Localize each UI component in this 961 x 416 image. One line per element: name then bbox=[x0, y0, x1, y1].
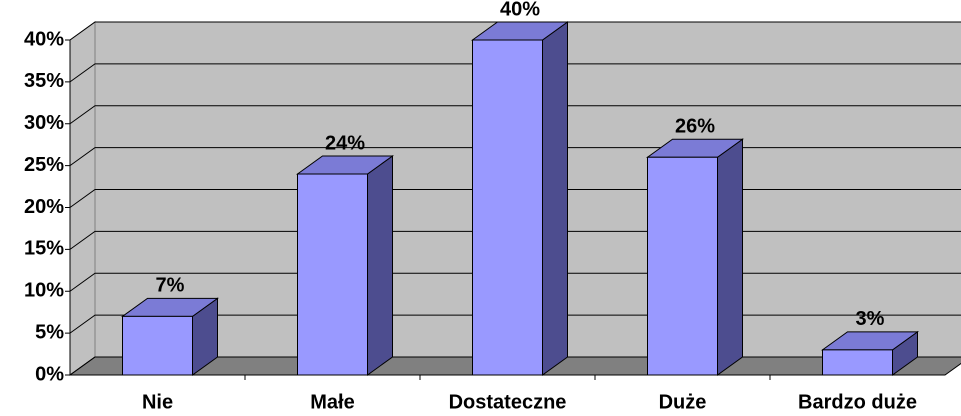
x-tick-label: Bardzo duże bbox=[798, 391, 917, 413]
data-label: 26% bbox=[675, 116, 715, 138]
bar bbox=[472, 39, 543, 376]
bar bbox=[297, 173, 368, 376]
y-tick-label: 25% bbox=[24, 154, 64, 176]
grid-line bbox=[69, 63, 961, 83]
grid-line bbox=[69, 21, 961, 41]
bar bbox=[122, 315, 193, 376]
x-tick-label: Nie bbox=[142, 391, 173, 413]
x-tick-label: Dostateczne bbox=[449, 391, 567, 413]
y-tick-label: 0% bbox=[35, 363, 64, 385]
bar-side bbox=[367, 155, 393, 376]
y-tick-label: 30% bbox=[24, 112, 64, 134]
data-label: 24% bbox=[325, 132, 365, 154]
bar bbox=[822, 349, 893, 376]
y-tick-label: 35% bbox=[24, 70, 64, 92]
y-tick-label: 15% bbox=[24, 238, 64, 260]
y-tick-label: 5% bbox=[35, 321, 64, 343]
data-label: 40% bbox=[500, 0, 540, 20]
y-tick-label: 40% bbox=[24, 28, 64, 50]
grid-line bbox=[69, 105, 961, 125]
bar-side bbox=[542, 21, 568, 376]
y-tick-label: 20% bbox=[24, 196, 64, 218]
data-label: 3% bbox=[856, 308, 885, 330]
x-tick-label: Duże bbox=[659, 391, 707, 413]
x-tick-label: Małe bbox=[310, 391, 354, 413]
bar bbox=[647, 156, 718, 376]
y-tick-label: 10% bbox=[24, 280, 64, 302]
bar-side bbox=[717, 138, 743, 376]
data-label: 7% bbox=[156, 275, 185, 297]
